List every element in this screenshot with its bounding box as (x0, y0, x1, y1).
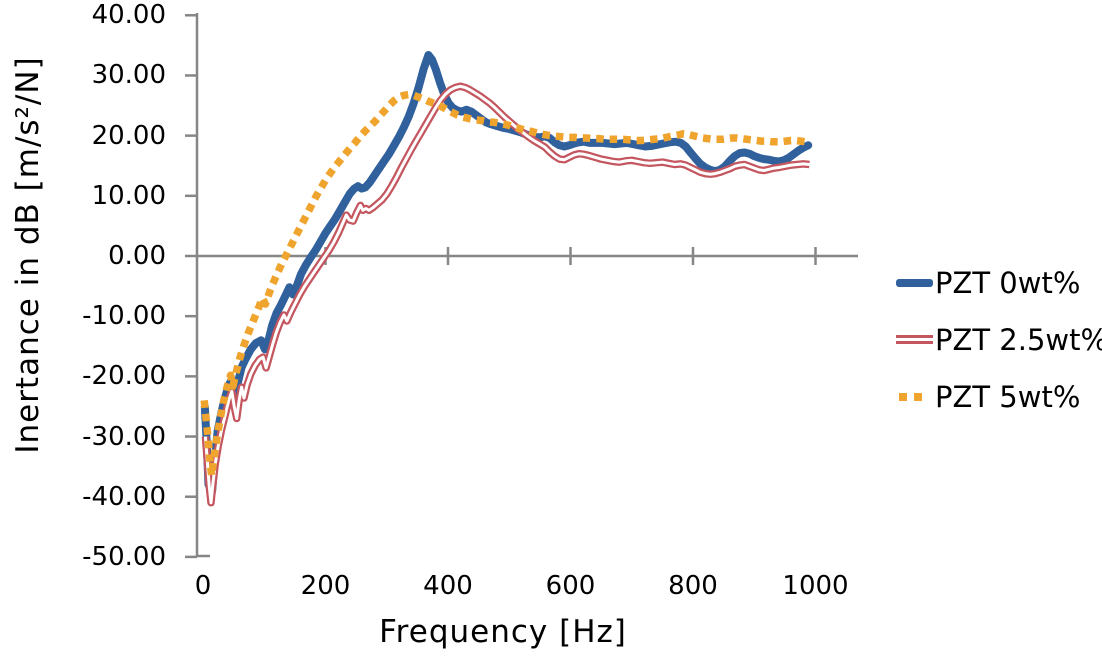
y-tick-label: -20.00 (82, 361, 166, 392)
y-axis-title: Inertance in dB [m/s²/N] (10, 56, 46, 454)
y-tick-label: -30.00 (82, 421, 166, 452)
legend-label: PZT 5wt% (935, 380, 1081, 414)
x-tick-label: 800 (668, 571, 718, 601)
legend-marker-solid-line-icon (896, 274, 933, 292)
series-line-inner-gap-pzt-2-5wt- (203, 84, 810, 505)
y-tick-label: 10.00 (91, 180, 166, 211)
y-tick-label: 40.00 (91, 0, 166, 31)
y-tick-label: -40.00 (82, 481, 166, 512)
x-tick-label: 1000 (782, 571, 849, 601)
x-tick-label: 400 (423, 571, 473, 601)
legend-marker-double-line-icon (896, 331, 933, 349)
x-tick-label: 200 (300, 571, 351, 601)
legend-marker-dotted-line-icon (896, 388, 933, 406)
legend: PZT 0wt% PZT 2.5wt% PZT 5wt% (896, 260, 1102, 431)
y-tick-label: -50.00 (82, 541, 166, 572)
legend-item-pzt-2-5wt: PZT 2.5wt% (896, 317, 1102, 363)
y-tick-label: 30.00 (91, 60, 166, 91)
x-tick-label: 600 (545, 571, 596, 601)
y-tick-label: 20.00 (91, 120, 166, 151)
x-tick-label: 0 (194, 571, 212, 601)
legend-label: PZT 2.5wt% (935, 323, 1102, 357)
legend-item-pzt-0wt: PZT 0wt% (896, 260, 1102, 306)
series-line-pzt-0wt- (200, 51, 813, 495)
y-tick-label: 0.00 (108, 241, 166, 271)
legend-item-pzt-5wt: PZT 5wt% (896, 374, 1102, 420)
y-tick-label: -10.00 (82, 301, 166, 332)
legend-label: PZT 0wt% (935, 266, 1081, 300)
x-axis-title: Frequency [Hz] (379, 614, 627, 650)
series-line-pzt-5wt- (200, 90, 811, 480)
series-line-pzt-2-5wt- (201, 82, 810, 507)
